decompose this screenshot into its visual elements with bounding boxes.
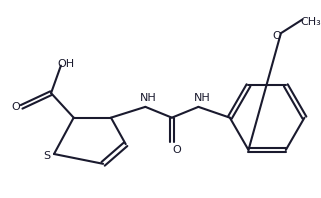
Text: O: O	[172, 145, 181, 155]
Text: OH: OH	[57, 59, 74, 69]
Text: S: S	[44, 151, 51, 161]
Text: NH: NH	[194, 93, 211, 103]
Text: NH: NH	[140, 93, 157, 103]
Text: O: O	[273, 31, 281, 41]
Text: CH₃: CH₃	[300, 17, 321, 27]
Text: O: O	[11, 102, 20, 112]
